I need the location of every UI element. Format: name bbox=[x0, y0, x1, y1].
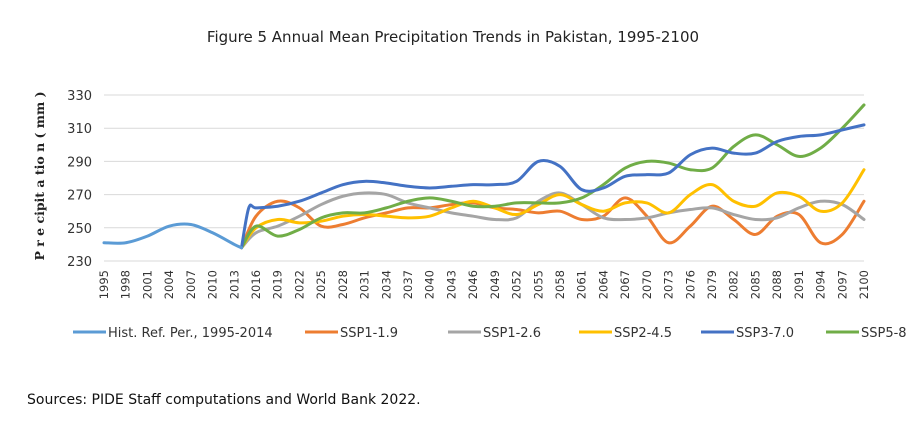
y-tick-labels: 230 250 270 290 310 330 bbox=[67, 89, 92, 270]
x-tick-label: 2049 bbox=[488, 270, 502, 299]
y-tick-label: 270 bbox=[67, 189, 92, 204]
y-tick-label: 230 bbox=[67, 255, 92, 270]
x-tick-label: 2085 bbox=[748, 270, 762, 299]
x-tick-label: 2031 bbox=[358, 270, 372, 299]
x-tick-label: 2064 bbox=[596, 270, 610, 299]
x-tick-label: 2028 bbox=[336, 270, 350, 299]
x-tick-label: 2061 bbox=[575, 270, 589, 299]
series-line-ssp3-7-0 bbox=[240, 123, 866, 250]
x-tick-label: 2034 bbox=[379, 270, 393, 299]
x-tick-label: 2097 bbox=[835, 270, 849, 299]
x-tick-label: 2022 bbox=[292, 270, 306, 299]
x-tick-label: 2037 bbox=[401, 270, 415, 299]
x-tick-label: 1995 bbox=[97, 270, 111, 299]
x-tick-label: 2040 bbox=[423, 270, 437, 299]
legend-label: SSP3-7.0 bbox=[736, 326, 794, 341]
series-line-hist-ref-per-1995-2014 bbox=[102, 222, 244, 250]
legend-label: SSP2-4.5 bbox=[614, 326, 672, 341]
x-tick-label: 2025 bbox=[314, 270, 328, 299]
x-tick-label: 2055 bbox=[531, 270, 545, 299]
legend-label: SSP1-2.6 bbox=[483, 326, 541, 341]
series-lines bbox=[102, 103, 866, 250]
series-line-ssp1-2-6 bbox=[240, 191, 866, 250]
y-tick-label: 330 bbox=[67, 89, 92, 104]
x-tick-label: 2082 bbox=[727, 270, 741, 299]
x-tick-label: 2013 bbox=[227, 270, 241, 299]
x-tick-label: 2070 bbox=[640, 270, 654, 299]
series-line-ssp5-8-5 bbox=[240, 103, 866, 250]
x-tick-label: 2088 bbox=[770, 270, 784, 299]
x-tick-label: 2073 bbox=[662, 270, 676, 299]
x-tick-label: 2094 bbox=[814, 270, 828, 299]
x-tick-label: 1998 bbox=[119, 270, 133, 299]
legend: Hist. Ref. Per., 1995-2014 SSP1-1.9 SSP1-2… bbox=[73, 326, 906, 341]
x-tick-label: 2010 bbox=[206, 270, 220, 299]
legend-label: SSP1-1.9 bbox=[340, 326, 398, 341]
x-tick-label: 2007 bbox=[184, 270, 198, 299]
x-tick-label: 2100 bbox=[857, 270, 871, 299]
chart-title: Figure 5 Annual Mean Precipitation Trend… bbox=[206, 28, 700, 46]
x-tick-label: 2079 bbox=[705, 270, 719, 299]
y-axis-label-group: P r e cipit a tio n ( mm ) bbox=[32, 91, 47, 260]
x-tick-label: 2067 bbox=[618, 270, 632, 299]
source-note: Sources: PIDE Staff computations and Wor… bbox=[27, 392, 421, 408]
legend-label: SSP5-8.5 bbox=[861, 326, 906, 341]
y-tick-label: 250 bbox=[67, 222, 92, 237]
x-tick-labels: 1995 1998 2001 2004 2007 2010 2013 2016 2019 2022… bbox=[97, 270, 871, 299]
x-tick-label: 2091 bbox=[792, 270, 806, 299]
x-tick-label: 2016 bbox=[249, 270, 263, 299]
y-tick-label: 310 bbox=[67, 122, 92, 137]
x-tick-label: 2046 bbox=[466, 270, 480, 299]
x-tick-label: 2019 bbox=[271, 270, 285, 299]
x-tick-label: 2076 bbox=[683, 270, 697, 299]
x-tick-label: 2043 bbox=[444, 270, 458, 299]
series-line-ssp1-1-9 bbox=[240, 196, 866, 250]
x-tick-label: 2001 bbox=[140, 270, 154, 299]
legend-label: Hist. Ref. Per., 1995-2014 bbox=[108, 326, 273, 341]
y-axis-label: P r e cipit a tio n ( mm ) bbox=[32, 91, 47, 260]
x-tick-label: 2058 bbox=[553, 270, 567, 299]
x-tick-label: 2004 bbox=[162, 270, 176, 299]
series-line-ssp2-4-5 bbox=[240, 168, 866, 250]
gridlines bbox=[104, 94, 864, 262]
x-tick-label: 2052 bbox=[510, 270, 524, 299]
y-tick-label: 290 bbox=[67, 155, 92, 170]
